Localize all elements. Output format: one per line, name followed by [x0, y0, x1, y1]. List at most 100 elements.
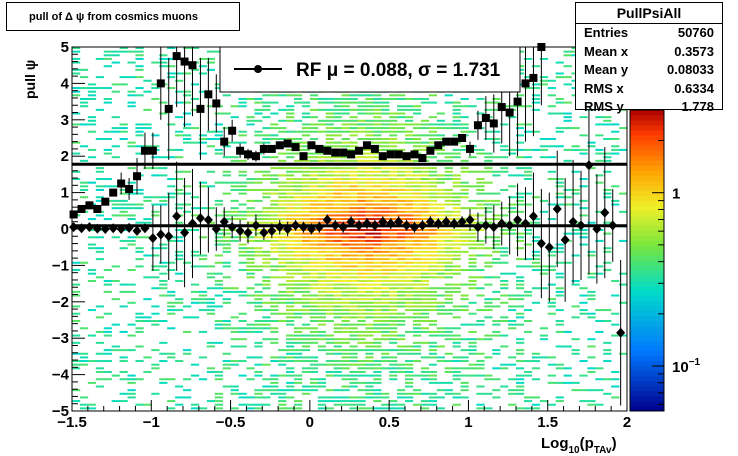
heatmap-cell: [294, 298, 303, 301]
chart-legend: RF μ = 0.088, σ = 1.731: [219, 46, 521, 93]
heatmap-cell: [484, 247, 493, 250]
heatmap-cell: [206, 287, 216, 290]
mean-marker: [259, 227, 269, 238]
heatmap-cell: [286, 316, 295, 319]
heatmap-cell: [460, 236, 469, 239]
heatmap-cell: [270, 218, 279, 221]
heatmap-cell: [397, 258, 406, 261]
heatmap-cell: [325, 287, 334, 290]
heatmap-cell: [341, 403, 350, 406]
colorbar-segment: [630, 350, 664, 357]
heatmap-cell: [365, 214, 374, 217]
heatmap-cell: [357, 276, 366, 279]
heatmap-cell: [325, 309, 334, 312]
heatmap-cell: [397, 159, 406, 162]
heatmap-cell: [111, 90, 120, 93]
colorbar-segment: [630, 250, 664, 256]
heatmap-cell: [111, 116, 120, 119]
heatmap-cell: [254, 188, 263, 191]
heatmap-cell: [254, 327, 263, 330]
rms-marker: [148, 146, 157, 155]
heatmap-cell: [262, 192, 271, 195]
heatmap-cell: [389, 170, 398, 173]
heatmap-cell: [611, 130, 620, 133]
heatmap-cell: [516, 312, 525, 315]
heatmap-cell: [436, 407, 445, 410]
heatmap-cell: [151, 83, 160, 86]
heatmap-cell: [436, 334, 445, 337]
heatmap-cell: [135, 250, 144, 253]
heatmap-cell: [452, 192, 461, 195]
heatmap-cell: [286, 116, 295, 119]
heatmap-cell: [523, 174, 533, 177]
heatmap-cell: [516, 105, 525, 108]
heatmap-cell: [103, 50, 112, 53]
heatmap-cell: [373, 272, 382, 275]
heatmap-cell: [309, 127, 319, 130]
heatmap-cell: [500, 334, 509, 337]
heatmap-cell: [127, 101, 136, 104]
heatmap-cell: [389, 134, 398, 137]
heatmap-cell: [87, 97, 97, 100]
heatmap-cell: [603, 159, 612, 162]
heatmap-cell: [523, 258, 533, 261]
rms-marker: [450, 137, 459, 146]
heatmap-cell: [420, 367, 430, 370]
heatmap-cell: [183, 112, 192, 115]
heatmap-cell: [286, 345, 295, 348]
heatmap-cell: [420, 290, 430, 293]
heatmap-cell: [444, 178, 453, 181]
heatmap-cell: [190, 363, 200, 366]
heatmap-cell: [341, 254, 350, 257]
heatmap-cell: [87, 334, 97, 337]
heatmap-cell: [523, 203, 533, 206]
rms-marker: [220, 137, 229, 146]
heatmap-cell: [444, 123, 453, 126]
heatmap-cell: [420, 145, 430, 148]
heatmap-cell: [389, 174, 398, 177]
heatmap-cell: [579, 185, 588, 188]
heatmap-cell: [175, 298, 184, 301]
heatmap-cell: [531, 301, 541, 304]
heatmap-cell: [309, 370, 319, 373]
heatmap-cell: [333, 298, 342, 301]
heatmap-cell: [341, 312, 350, 315]
heatmap-cell: [365, 396, 374, 399]
heatmap-cell: [159, 156, 168, 159]
heatmap-cell: [452, 108, 461, 111]
heatmap-cell: [397, 207, 406, 210]
heatmap-cell: [341, 199, 350, 202]
heatmap-cell: [333, 97, 342, 100]
heatmap-cell: [333, 269, 342, 272]
heatmap-cell: [309, 97, 319, 100]
heatmap-cell: [595, 123, 604, 126]
heatmap-cell: [309, 320, 319, 322]
heatmap-cell: [452, 290, 461, 293]
heatmap-cell: [349, 210, 358, 213]
heatmap-cell: [262, 229, 271, 231]
heatmap-cell: [523, 156, 533, 159]
mean-marker: [600, 207, 610, 218]
color-scale: 110−1: [629, 109, 701, 412]
heatmap-cell: [206, 345, 216, 348]
heatmap-cell: [500, 254, 509, 257]
heatmap-cell: [270, 258, 279, 261]
heatmap-cell: [119, 199, 128, 202]
heatmap-cell: [262, 214, 271, 217]
heatmap-cell: [286, 247, 295, 250]
heatmap-cell: [262, 283, 271, 286]
heatmap-cell: [254, 229, 263, 231]
heatmap-cell: [325, 283, 334, 286]
rms-marker: [442, 137, 451, 146]
mean-marker: [338, 222, 348, 233]
heatmap-cell: [143, 370, 152, 373]
heatmap-cell: [333, 309, 342, 312]
heatmap-cell: [531, 407, 541, 410]
heatmap-cell: [381, 192, 390, 195]
heatmap-cell: [595, 174, 604, 177]
heatmap-cell: [262, 210, 271, 213]
heatmap-cell: [412, 97, 422, 100]
heatmap-cell: [286, 243, 295, 246]
heatmap-cell: [476, 239, 485, 242]
heatmap-cell: [436, 247, 445, 250]
